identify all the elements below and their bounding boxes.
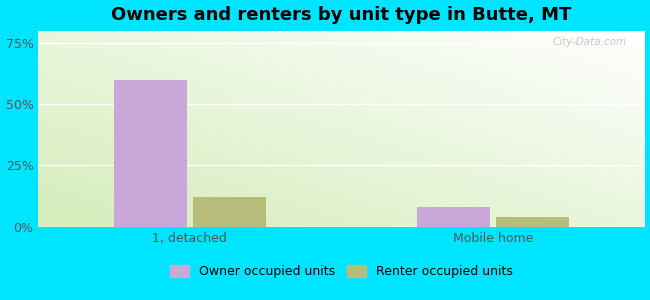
Bar [114, 80, 187, 227]
Bar [496, 217, 569, 227]
Bar [417, 207, 490, 227]
Title: Owners and renters by unit type in Butte, MT: Owners and renters by unit type in Butte… [111, 6, 571, 24]
Legend: Owner occupied units, Renter occupied units: Owner occupied units, Renter occupied un… [165, 260, 518, 283]
Text: City-Data.com: City-Data.com [552, 37, 626, 46]
Bar [193, 197, 266, 227]
